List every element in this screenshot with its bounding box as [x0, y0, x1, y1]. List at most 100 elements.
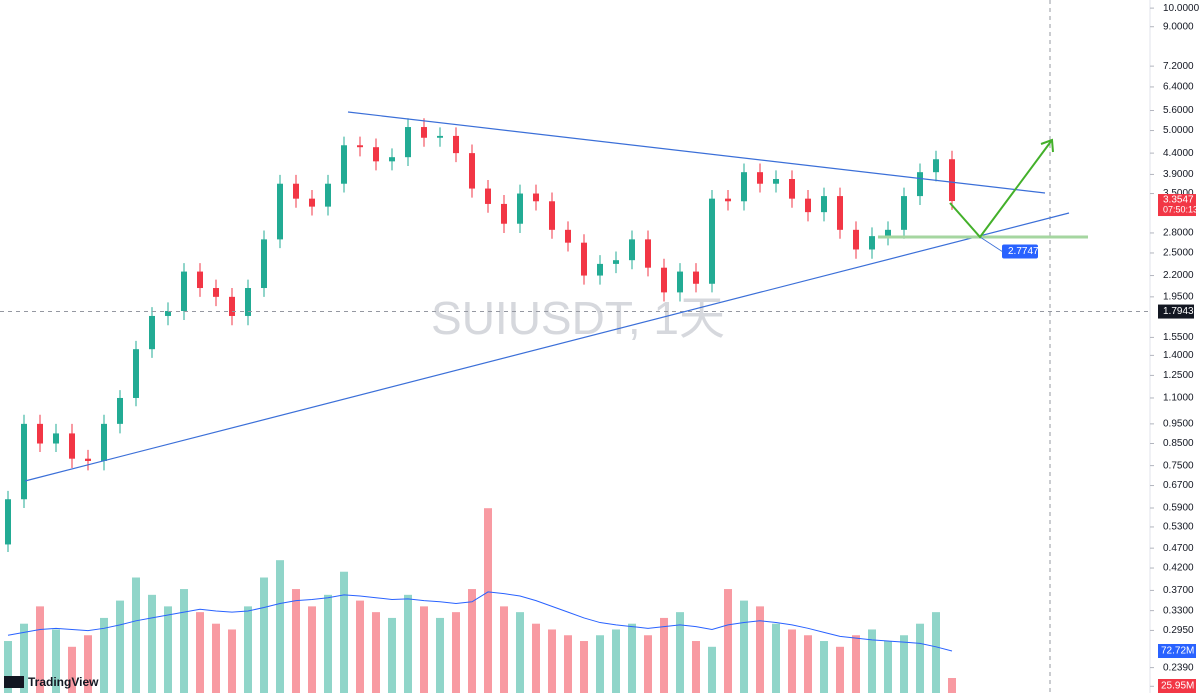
volume-bar	[164, 606, 172, 693]
volume-bar	[68, 646, 76, 693]
target-label: 2.7747	[1008, 246, 1039, 257]
volume-bar	[212, 623, 220, 693]
last-price-label: 3.3547	[1163, 195, 1194, 206]
volume-bar	[436, 617, 444, 693]
candle-body	[133, 349, 139, 398]
volume-bar	[84, 635, 92, 693]
candle-body	[213, 288, 219, 297]
volume-bar	[692, 641, 700, 693]
volume-bar	[596, 635, 604, 693]
volume-bar	[836, 646, 844, 693]
candle-body	[53, 433, 59, 444]
projection-arrow	[949, 139, 1053, 239]
y-tick-label: 1.4000	[1163, 350, 1194, 361]
candle-body	[485, 188, 491, 204]
y-tick-label: 0.3700	[1163, 585, 1194, 596]
volume-label: 25.95M	[1161, 681, 1194, 692]
candle-body	[853, 229, 859, 250]
volume-bar	[500, 606, 508, 693]
volume-bar	[628, 623, 636, 693]
volume-bar	[52, 629, 60, 693]
candle-body	[85, 458, 91, 461]
volume-bar	[900, 635, 908, 693]
y-tick-label: 0.4700	[1163, 543, 1194, 554]
candle-body	[549, 201, 555, 230]
candle-body	[677, 271, 683, 293]
volume-bar	[276, 560, 284, 693]
y-tick-label: 6.4000	[1163, 82, 1194, 93]
candle-body	[165, 310, 171, 316]
volume-bar	[228, 629, 236, 693]
volume-bar	[148, 594, 156, 693]
candle-body	[309, 198, 315, 207]
y-tick-label: 0.2950	[1163, 625, 1194, 636]
candle-body	[565, 229, 571, 243]
y-tick-label: 10.0000	[1163, 3, 1199, 14]
y-tick-label: 5.6000	[1163, 105, 1194, 116]
volume-bar	[724, 589, 732, 693]
y-tick-label: 0.8500	[1163, 438, 1194, 449]
target-pointer	[979, 236, 1004, 253]
volume-bar	[180, 589, 188, 693]
candle-body	[805, 198, 811, 213]
y-tick-label: 3.9000	[1163, 169, 1194, 180]
volume-bar	[932, 612, 940, 693]
plot: 2.7747	[0, 118, 1150, 693]
volume-bar	[644, 635, 652, 693]
candle-body	[901, 196, 907, 230]
volume-bar	[468, 589, 476, 693]
volume-bar	[340, 571, 348, 693]
volume-bar	[852, 635, 860, 693]
candle-body	[69, 433, 75, 459]
volume-bar	[372, 612, 380, 693]
y-tick-label: 9.0000	[1163, 21, 1194, 32]
volume-bar	[356, 600, 364, 693]
volume-bar	[308, 606, 316, 693]
volume-bar	[404, 594, 412, 693]
volume-bar	[196, 612, 204, 693]
candle-body	[725, 198, 731, 202]
volume-bar	[388, 617, 396, 693]
candle-body	[741, 172, 747, 202]
y-tick-label: 0.7500	[1163, 460, 1194, 471]
candle-body	[773, 179, 779, 184]
volume-bar	[484, 508, 492, 693]
y-tick-label: 4.4000	[1163, 148, 1194, 159]
volume-bar	[260, 577, 268, 693]
candle-body	[101, 423, 107, 461]
volume-bar	[868, 629, 876, 693]
volume-bar	[804, 635, 812, 693]
volume-bar	[820, 641, 828, 693]
volume-bar	[676, 612, 684, 693]
y-tick-label: 0.5900	[1163, 503, 1194, 514]
trendline-lower	[24, 212, 1070, 482]
y-tick-label: 3.5000	[1163, 188, 1194, 199]
volume-bar	[548, 629, 556, 693]
candle-body	[917, 172, 923, 197]
candle-body	[37, 423, 43, 444]
volume-bar	[660, 617, 668, 693]
candle-body	[821, 196, 827, 213]
y-tick-label: 1.5500	[1163, 332, 1194, 343]
candle-body	[645, 239, 651, 268]
candle-body	[949, 159, 955, 202]
volume-ma	[7, 591, 953, 652]
candle-body	[325, 183, 331, 207]
candle-body	[629, 239, 635, 261]
price-axis: 10.0000 9.0000 7.2000 6.4000 5.6000 5.0000 4.4…	[1150, 3, 1199, 693]
volume-bar	[116, 600, 124, 693]
candle-body	[277, 183, 283, 240]
y-tick-label: 2.5000	[1163, 248, 1194, 259]
volume-bar	[612, 629, 620, 693]
ma-label-bg	[1158, 644, 1196, 659]
candle-body	[229, 296, 235, 316]
crosshair-label-bg	[1158, 304, 1194, 319]
volume-bar	[708, 646, 716, 693]
candle-body	[613, 260, 619, 264]
candle-body	[293, 183, 299, 199]
volume-bar	[916, 623, 924, 693]
candle-body	[533, 193, 539, 202]
volume-bar	[564, 635, 572, 693]
volume-bar	[452, 612, 460, 693]
